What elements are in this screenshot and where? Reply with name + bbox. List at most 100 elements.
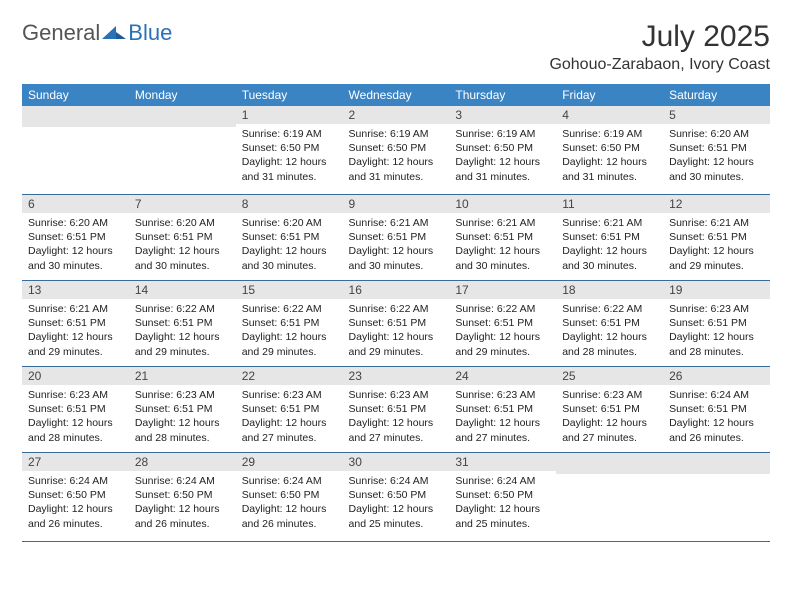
sunrise-line: Sunrise: 6:21 AM xyxy=(28,302,123,316)
day-cell: 2Sunrise: 6:19 AMSunset: 6:50 PMDaylight… xyxy=(343,106,450,195)
sunset-line: Sunset: 6:51 PM xyxy=(455,316,550,330)
sunrise-value: 6:24 AM xyxy=(390,475,429,487)
daylight-line: Daylight: 12 hours and 29 minutes. xyxy=(28,330,123,358)
sunset-line: Sunset: 6:50 PM xyxy=(28,488,123,502)
day-header: Wednesday xyxy=(343,84,450,106)
sunset-label: Sunset: xyxy=(349,317,385,329)
header: General Blue July 2025 Gohouo-Zarabaon, … xyxy=(22,20,770,74)
sunset-value: 6:51 PM xyxy=(173,317,212,329)
sunrise-line: Sunrise: 6:22 AM xyxy=(349,302,444,316)
sunset-value: 6:51 PM xyxy=(67,231,106,243)
daylight-line: Daylight: 12 hours and 26 minutes. xyxy=(242,502,337,530)
sunset-label: Sunset: xyxy=(669,142,705,154)
day-cell xyxy=(129,106,236,195)
day-header: Tuesday xyxy=(236,84,343,106)
sunrise-label: Sunrise: xyxy=(135,217,174,229)
sunset-label: Sunset: xyxy=(455,317,491,329)
sunrise-label: Sunrise: xyxy=(455,217,494,229)
day-content: Sunrise: 6:22 AMSunset: 6:51 PMDaylight:… xyxy=(343,299,450,366)
daylight-label: Daylight: xyxy=(135,417,176,429)
daylight-label: Daylight: xyxy=(28,245,69,257)
week-row: 1Sunrise: 6:19 AMSunset: 6:50 PMDaylight… xyxy=(22,106,770,195)
sunrise-line: Sunrise: 6:20 AM xyxy=(28,216,123,230)
title-block: July 2025 Gohouo-Zarabaon, Ivory Coast xyxy=(549,20,770,74)
day-cell: 14Sunrise: 6:22 AMSunset: 6:51 PMDayligh… xyxy=(129,281,236,367)
sunset-value: 6:51 PM xyxy=(708,317,747,329)
sunset-line: Sunset: 6:51 PM xyxy=(562,230,657,244)
sunrise-value: 6:21 AM xyxy=(711,217,750,229)
day-content xyxy=(22,127,129,194)
day-content: Sunrise: 6:20 AMSunset: 6:51 PMDaylight:… xyxy=(663,124,770,191)
sunrise-label: Sunrise: xyxy=(349,217,388,229)
sunrise-line: Sunrise: 6:22 AM xyxy=(455,302,550,316)
day-cell: 6Sunrise: 6:20 AMSunset: 6:51 PMDaylight… xyxy=(22,195,129,281)
sunrise-line: Sunrise: 6:24 AM xyxy=(455,474,550,488)
sunset-line: Sunset: 6:50 PM xyxy=(349,488,444,502)
daylight-line: Daylight: 12 hours and 30 minutes. xyxy=(349,244,444,272)
sunset-line: Sunset: 6:51 PM xyxy=(562,402,657,416)
daylight-line: Daylight: 12 hours and 26 minutes. xyxy=(135,502,230,530)
sunset-label: Sunset: xyxy=(242,403,278,415)
sunset-value: 6:51 PM xyxy=(173,231,212,243)
sunset-label: Sunset: xyxy=(349,403,385,415)
sunrise-value: 6:23 AM xyxy=(176,389,215,401)
daylight-label: Daylight: xyxy=(455,245,496,257)
sunrise-line: Sunrise: 6:20 AM xyxy=(669,127,764,141)
sunset-line: Sunset: 6:50 PM xyxy=(455,488,550,502)
day-number-bar: 15 xyxy=(236,281,343,299)
day-content: Sunrise: 6:20 AMSunset: 6:51 PM Daylight:… xyxy=(22,213,129,280)
sunrise-label: Sunrise: xyxy=(349,389,388,401)
logo: General Blue xyxy=(22,20,172,46)
sunset-line: Sunset: 6:51 PM xyxy=(455,230,550,244)
day-number-bar xyxy=(663,453,770,474)
sunrise-label: Sunrise: xyxy=(28,303,67,315)
sunrise-label: Sunrise: xyxy=(455,389,494,401)
sunrise-line: Sunrise: 6:23 AM xyxy=(455,388,550,402)
day-number-bar xyxy=(556,453,663,474)
sunrise-value: 6:24 AM xyxy=(711,389,750,401)
day-number-bar xyxy=(22,106,129,127)
week-row: 6Sunrise: 6:20 AMSunset: 6:51 PMDaylight… xyxy=(22,195,770,281)
sunset-value: 6:51 PM xyxy=(708,403,747,415)
daylight-label: Daylight: xyxy=(669,245,710,257)
sunrise-label: Sunrise: xyxy=(135,475,174,487)
sunrise-line: Sunrise: 6:20 AM xyxy=(135,216,230,230)
sunrise-label: Sunrise: xyxy=(28,475,67,487)
sunrise-line: Sunrise: 6:21 AM xyxy=(349,216,444,230)
daylight-label: Daylight: xyxy=(349,245,390,257)
daylight-line: Daylight: 12 hours and 29 minutes. xyxy=(349,330,444,358)
sunrise-line: Sunrise: 6:23 AM xyxy=(349,388,444,402)
sunrise-label: Sunrise: xyxy=(562,303,601,315)
sunset-value: 6:51 PM xyxy=(601,231,640,243)
day-cell: 25Sunrise: 6:23 AMSunset: 6:51 PMDayligh… xyxy=(556,367,663,453)
day-number-bar: 29 xyxy=(236,453,343,471)
day-cell: 9Sunrise: 6:21 AMSunset: 6:51 PMDaylight… xyxy=(343,195,450,281)
daylight-label: Daylight: xyxy=(349,156,390,168)
sunset-value: 6:51 PM xyxy=(387,403,426,415)
daylight-line: Daylight: 12 hours and 29 minutes. xyxy=(669,244,764,272)
sunset-label: Sunset: xyxy=(28,231,64,243)
sunrise-label: Sunrise: xyxy=(349,303,388,315)
day-content: Sunrise: 6:20 AMSunset: 6:51 PMDaylight:… xyxy=(236,213,343,280)
sunset-line: Sunset: 6:51 PM xyxy=(28,316,123,330)
sunrise-value: 6:19 AM xyxy=(604,128,643,140)
sunrise-line: Sunrise: 6:23 AM xyxy=(669,302,764,316)
sunrise-value: 6:20 AM xyxy=(711,128,750,140)
sunset-label: Sunset: xyxy=(562,142,598,154)
day-content xyxy=(129,127,236,194)
day-content: Sunrise: 6:23 AMSunset: 6:51 PMDaylight:… xyxy=(663,299,770,366)
sunrise-line: Sunrise: 6:24 AM xyxy=(135,474,230,488)
daylight-label: Daylight: xyxy=(242,245,283,257)
sunrise-line: Sunrise: 6:19 AM xyxy=(242,127,337,141)
day-number-bar: 21 xyxy=(129,367,236,385)
daylight-line: Daylight: 12 hours and 31 minutes. xyxy=(562,155,657,183)
day-cell: 4Sunrise: 6:19 AMSunset: 6:50 PMDaylight… xyxy=(556,106,663,195)
sunset-value: 6:51 PM xyxy=(708,231,747,243)
daylight-line: Daylight: 12 hours and 29 minutes. xyxy=(135,330,230,358)
day-content: Sunrise: 6:19 AMSunset: 6:50 PMDaylight:… xyxy=(343,124,450,191)
sunset-label: Sunset: xyxy=(562,317,598,329)
day-number-bar: 25 xyxy=(556,367,663,385)
sunset-value: 6:51 PM xyxy=(280,403,319,415)
day-content: Sunrise: 6:24 AMSunset: 6:50 PMDaylight:… xyxy=(449,471,556,538)
daylight-line: Daylight: 12 hours and 30 minutes. xyxy=(669,155,764,183)
